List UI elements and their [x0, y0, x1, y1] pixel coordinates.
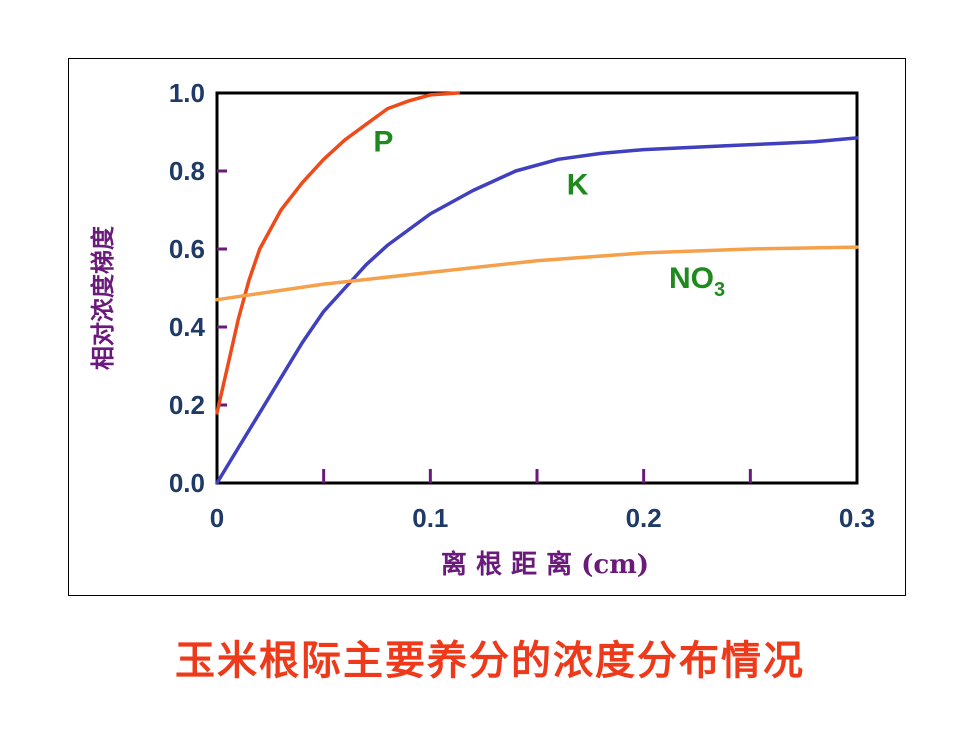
x-tick-label: 0 [210, 503, 224, 533]
x-tick-label: 0.3 [839, 503, 875, 533]
plot-border [215, 91, 859, 485]
y-tick-label: 0.4 [169, 312, 206, 342]
y-tick-label: 0.6 [169, 234, 205, 264]
y-tick-label: 0.0 [169, 468, 205, 498]
chart-svg: 0.0 0.2 0.4 0.6 0.8 1.0 0 0.1 0.2 0.3 离 根 距 离 (cm)… [88, 78, 875, 580]
x-tick-label: 0.1 [412, 503, 448, 533]
series-labels: P K NO3 [373, 126, 725, 302]
series-label-p: P [373, 126, 393, 159]
y-tick-label: 0.2 [169, 390, 205, 420]
x-tick-label: 0.2 [626, 503, 662, 533]
y-axis-title: 相对浓度梯度 [88, 225, 117, 370]
series-line-k [215, 136, 859, 485]
series-lines [215, 91, 859, 485]
x-axis-title: 离 根 距 离 (cm) [441, 549, 649, 580]
series-line-p [215, 91, 460, 415]
y-tick-label: 1.0 [169, 78, 205, 108]
series-label-no3: NO3 [669, 262, 725, 301]
series-line-no3 [215, 245, 859, 302]
chart-frame: 0.0 0.2 0.4 0.6 0.8 1.0 0 0.1 0.2 0.3 离 根 距 离 (cm)… [68, 58, 906, 596]
figure-caption: 玉米根际主要养分的浓度分布情况 [175, 637, 805, 684]
series-label-k: K [567, 168, 589, 201]
y-tick-label: 0.8 [169, 156, 205, 186]
plot-axes: 0.0 0.2 0.4 0.6 0.8 1.0 0 0.1 0.2 0.3 离 根 距 离 (cm)… [88, 78, 875, 580]
